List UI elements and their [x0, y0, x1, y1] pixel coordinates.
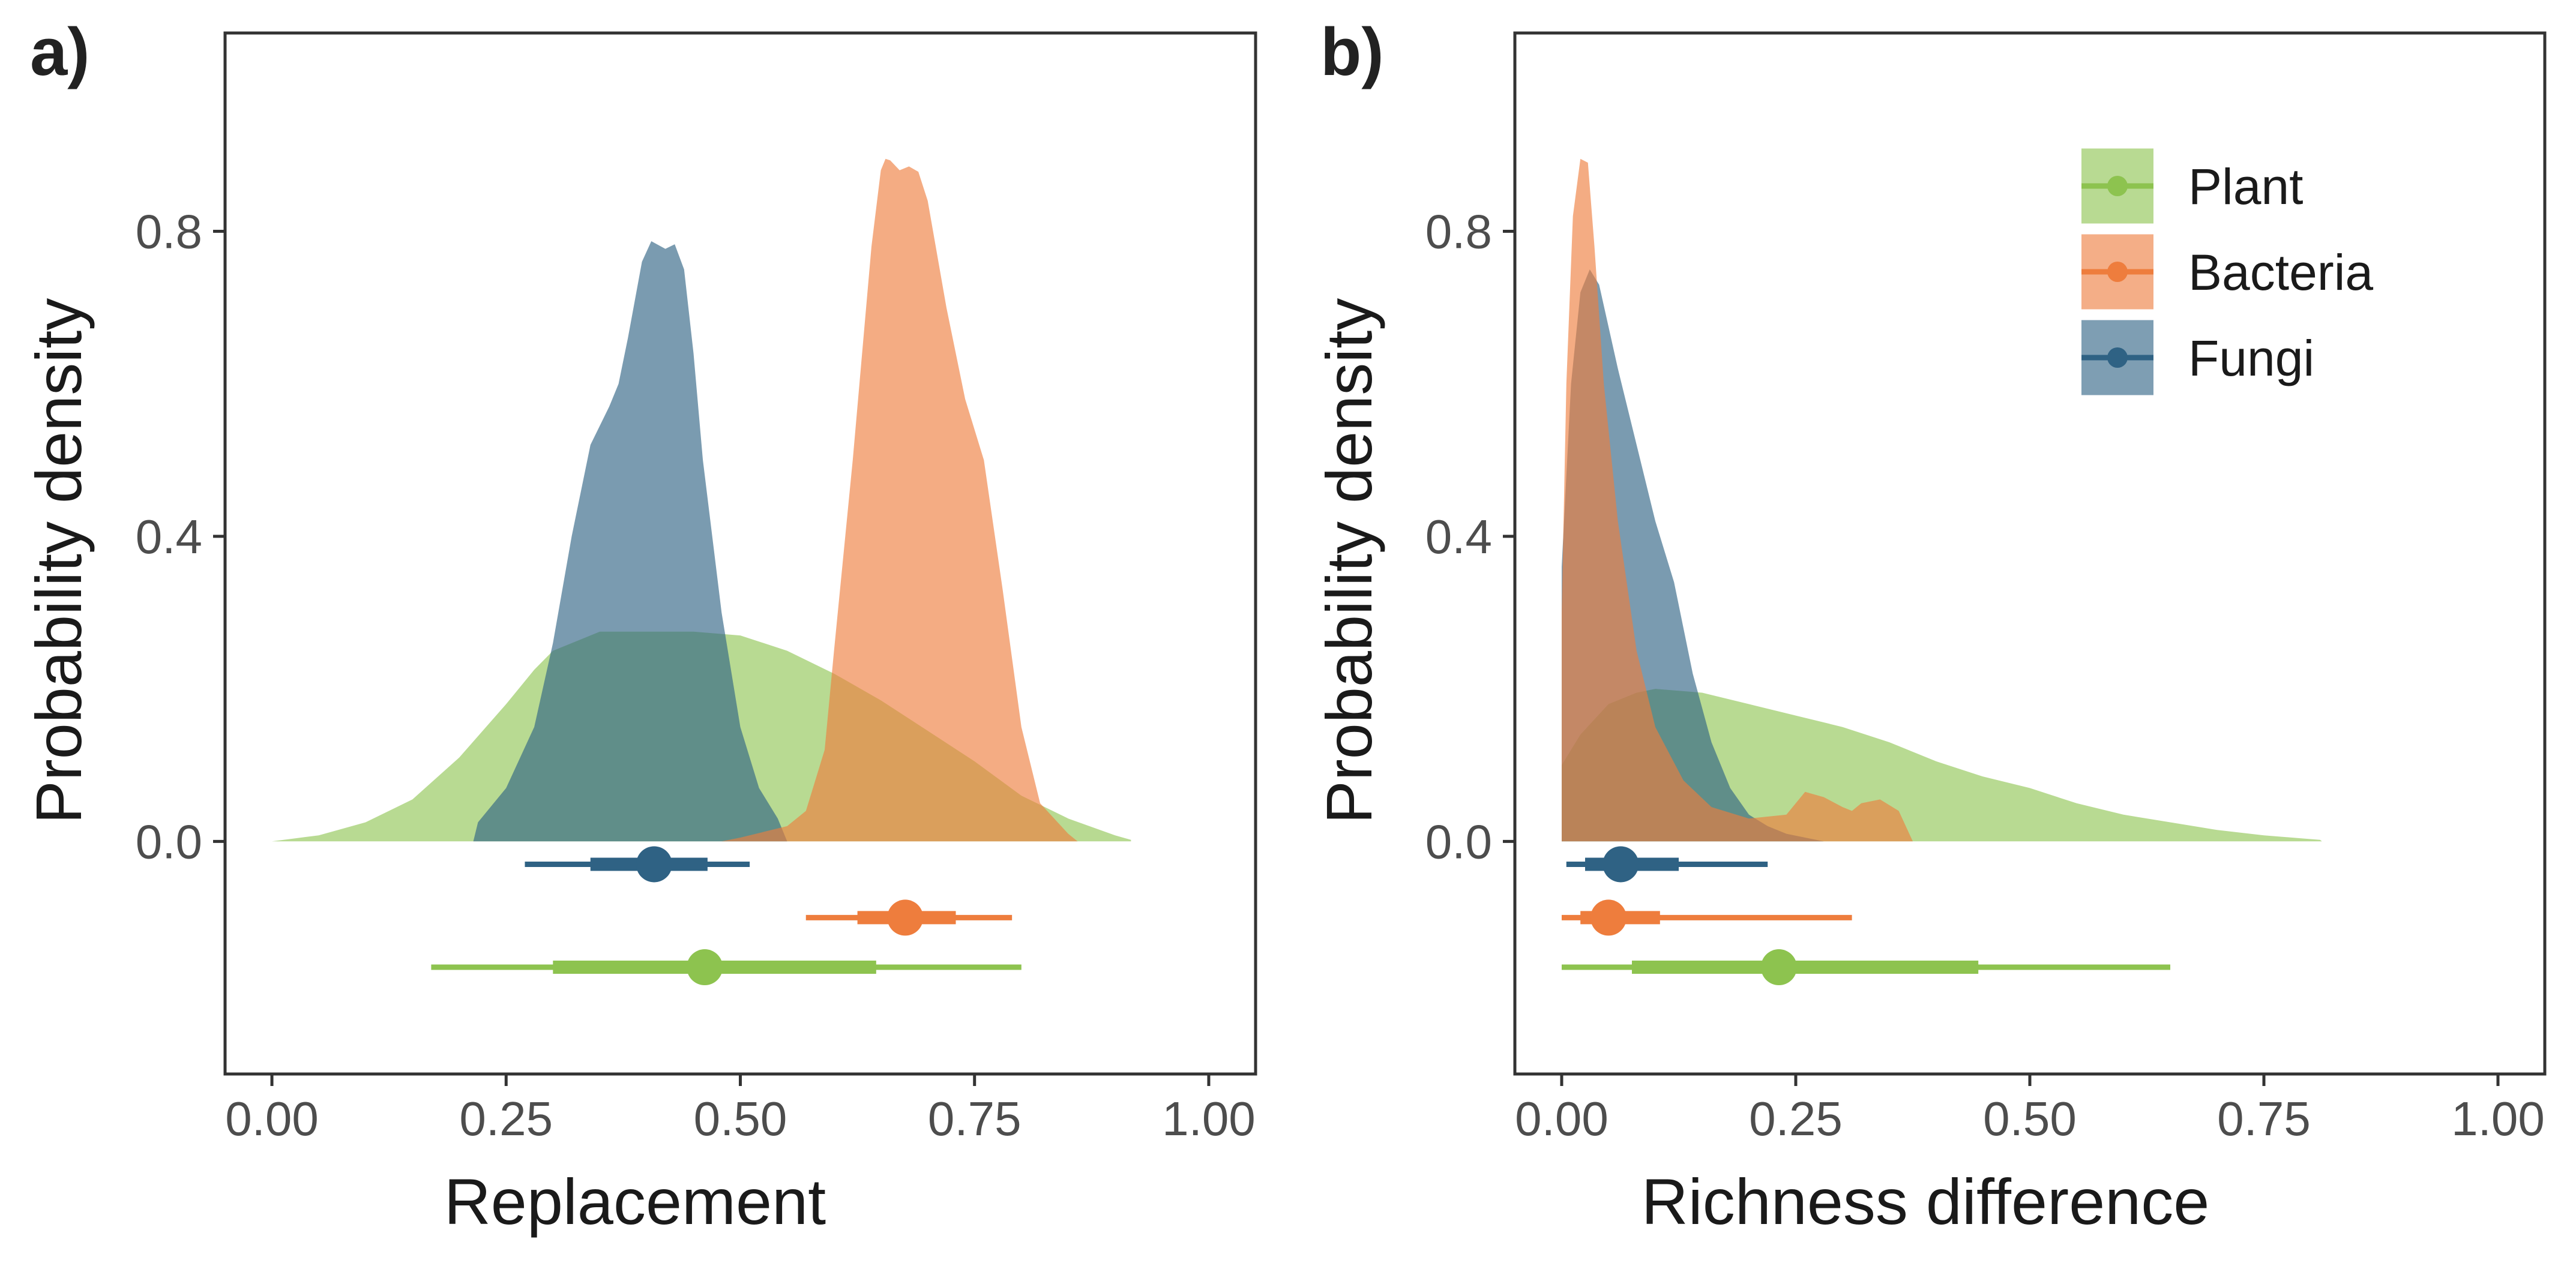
panel-b-axes: 0.00 0.25 0.50 0.75 1.00 0.0 0.4 0.8 [1425, 31, 2547, 1145]
interval-point [1590, 899, 1627, 936]
legend-item-plant: Plant [2081, 148, 2303, 224]
panel-b: b) 0.00 0.25 0.50 0.75 1.00 0.0 0.4 0.8 Richnes… [1313, 14, 2547, 1238]
y-tick-label: 0.8 [136, 205, 202, 258]
y-tick-label: 0.4 [136, 510, 202, 563]
panel-a-density-fungi [473, 241, 787, 842]
x-tick-label: 0.50 [694, 1092, 787, 1145]
panel-a-marks [272, 158, 1131, 986]
legend-item-bacteria: Bacteria [2081, 234, 2373, 310]
legend-label: Plant [2188, 158, 2303, 215]
interval-point [636, 846, 672, 883]
legend-label: Bacteria [2188, 244, 2373, 301]
legend-key-point [2107, 176, 2128, 196]
panel-a: a) 0.00 0.25 0.50 0.75 1.00 0.0 0.4 0.8 Replace… [22, 14, 1257, 1238]
legend-label: Fungi [2188, 330, 2314, 386]
x-tick-label: 0.00 [225, 1092, 319, 1145]
x-tick-label: 1.00 [2451, 1092, 2545, 1145]
panel-b-tag: b) [1320, 14, 1384, 89]
panel-b-ylabel: Probability density [1313, 298, 1385, 824]
panel-a-axes: 0.00 0.25 0.50 0.75 1.00 0.0 0.4 0.8 [136, 31, 1257, 1145]
y-tick-label: 0.4 [1425, 510, 1492, 563]
panel-a-ylabel: Probability density [22, 298, 95, 824]
panel-a-tag: a) [30, 14, 90, 89]
y-tick-label: 0.0 [1425, 815, 1492, 868]
panel-a-interval-bacteria [805, 899, 1013, 936]
x-tick-label: 0.25 [1749, 1092, 1843, 1145]
panel-b-interval-fungi [1566, 846, 1768, 883]
panel-a-interval-fungi [525, 846, 750, 883]
x-tick-label: 1.00 [1162, 1092, 1256, 1145]
x-tick-label: 0.00 [1515, 1092, 1608, 1145]
interval-point [887, 899, 924, 936]
x-tick-label: 0.50 [1983, 1092, 2077, 1145]
interval-point [1602, 846, 1639, 883]
panel-b-interval-bacteria [1562, 899, 1852, 936]
panel-a-xlabel: Replacement [444, 1165, 826, 1238]
legend-item-fungi: Fungi [2081, 320, 2314, 395]
interval-point [1760, 949, 1797, 986]
panel-b-density-plant [1562, 689, 2322, 842]
panel-b-marks [1562, 158, 2322, 986]
x-tick-label: 0.75 [2217, 1092, 2311, 1145]
legend-key-point [2107, 347, 2128, 368]
legend-key-point [2107, 262, 2128, 282]
y-tick-label: 0.0 [136, 815, 202, 868]
panel-b-interval-plant [1562, 949, 2170, 986]
panel-a-interval-plant [431, 949, 1022, 986]
x-tick-label: 0.25 [459, 1092, 553, 1145]
y-tick-label: 0.8 [1425, 205, 1492, 258]
interval-point [687, 949, 723, 986]
panel-a-density-bacteria [721, 158, 1078, 842]
x-tick-label: 0.75 [928, 1092, 1022, 1145]
panel-a-frame [223, 31, 1257, 1076]
panel-b-density-bacteria [1562, 158, 1913, 842]
panel-b-xlabel: Richness difference [1642, 1165, 2210, 1238]
legend: Plant Bacteria Fungi [2081, 148, 2373, 395]
